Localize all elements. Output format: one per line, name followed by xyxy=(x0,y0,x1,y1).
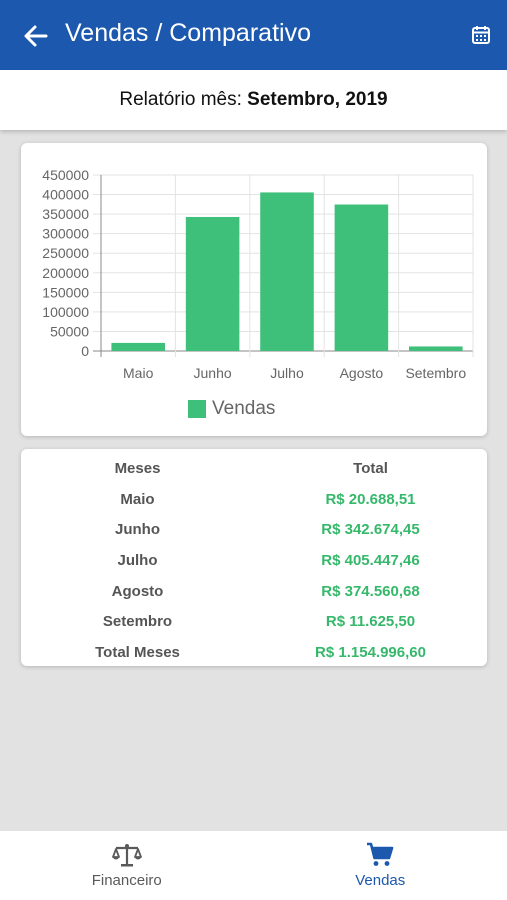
legend-label: Vendas xyxy=(212,398,276,419)
table-row: Julho R$ 405.447,46 xyxy=(21,545,487,576)
chart-legend[interactable]: Vendas xyxy=(188,398,275,420)
row-month: Agosto xyxy=(111,582,164,600)
page-title: Vendas / Comparativo xyxy=(65,19,311,47)
row-month: Julho xyxy=(117,551,158,569)
cart-icon xyxy=(367,842,394,866)
table-row-total: Total Meses R$ 1.154.996,60 xyxy=(21,637,487,668)
y-tick-label: 200000 xyxy=(42,265,89,281)
nav-label-financeiro: Financeiro xyxy=(91,872,162,889)
totals-table: Meses Total Maio R$ 20.688,51 Junho R$ 342… xyxy=(21,453,487,668)
table-row: Maio R$ 20.688,51 xyxy=(21,484,487,515)
table-row: Junho R$ 342.674,45 xyxy=(21,514,487,545)
scale-icon xyxy=(111,844,142,867)
x-tick-label: Julho xyxy=(270,365,304,381)
x-tick-label: Agosto xyxy=(340,365,384,381)
report-prefix: Relatório mês: xyxy=(119,89,242,110)
nav-item-financeiro[interactable]: Financeiro xyxy=(0,831,254,900)
report-month: Setembro, 2019 xyxy=(247,89,388,110)
bar-junho xyxy=(185,216,240,351)
legend-swatch xyxy=(188,400,206,418)
table-row: Setembro R$ 11.625,50 xyxy=(21,606,487,637)
totals-table-card: Meses Total Maio R$ 20.688,51 Junho R$ 342… xyxy=(21,449,487,666)
y-tick-label: 450000 xyxy=(42,167,89,183)
y-tick-label: 400000 xyxy=(42,187,89,203)
chart-card: 0 50000 100000 150000 200000 250000 300000 3500… xyxy=(21,143,487,436)
bottom-navigation: Financeiro Vendas xyxy=(0,831,507,900)
header-total: Total xyxy=(353,459,388,477)
y-tick-label: 0 xyxy=(81,343,89,359)
y-tick-label: 300000 xyxy=(42,226,89,242)
calendar-icon[interactable] xyxy=(470,24,492,46)
row-total: R$ 20.688,51 xyxy=(325,490,416,508)
row-month: Setembro xyxy=(102,613,173,631)
nav-label-vendas: Vendas xyxy=(355,872,406,889)
y-tick-label: 100000 xyxy=(42,304,89,320)
row-month: Junho xyxy=(115,521,160,539)
y-tick-label: 350000 xyxy=(42,206,89,222)
table-row: Agosto R$ 374.560,68 xyxy=(21,576,487,607)
back-arrow-icon[interactable] xyxy=(20,20,52,52)
y-tick-label: 50000 xyxy=(50,323,89,339)
y-tick-label: 150000 xyxy=(42,284,89,300)
header-meses: Meses xyxy=(114,459,161,477)
row-total: R$ 1.154.996,60 xyxy=(315,643,426,661)
bar-agosto xyxy=(334,204,389,351)
nav-item-vendas[interactable]: Vendas xyxy=(254,831,507,900)
bar-setembro xyxy=(409,346,463,351)
bar-maio xyxy=(111,342,165,351)
row-month: Maio xyxy=(120,490,155,508)
y-tick-label: 250000 xyxy=(42,245,89,261)
row-total: R$ 405.447,46 xyxy=(321,551,420,569)
table-header-row: Meses Total xyxy=(21,453,487,484)
row-month: Total Meses xyxy=(95,643,180,661)
app-bar: Vendas / Comparativo xyxy=(0,0,507,70)
row-total: R$ 342.674,45 xyxy=(321,521,420,539)
row-total: R$ 374.560,68 xyxy=(321,582,420,600)
sales-bar-chart: 0 50000 100000 150000 200000 250000 300000 3500… xyxy=(42,167,474,381)
x-tick-label: Setembro xyxy=(405,365,466,381)
report-month-header: Relatório mês: Setembro, 2019 xyxy=(0,70,507,130)
x-tick-label: Maio xyxy=(123,365,154,381)
row-total: R$ 11.625,50 xyxy=(325,613,416,631)
x-tick-label: Junho xyxy=(194,365,232,381)
bar-julho xyxy=(260,192,314,351)
